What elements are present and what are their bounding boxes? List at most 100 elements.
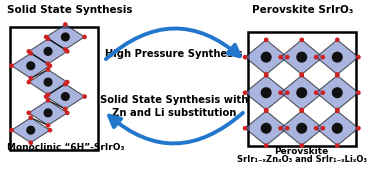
Circle shape <box>336 108 339 112</box>
Circle shape <box>45 95 48 98</box>
Circle shape <box>44 48 52 55</box>
Circle shape <box>297 88 307 97</box>
Circle shape <box>333 123 342 133</box>
Circle shape <box>265 73 268 76</box>
Circle shape <box>261 123 271 133</box>
Circle shape <box>279 127 282 130</box>
Circle shape <box>336 38 339 41</box>
Circle shape <box>336 73 339 76</box>
Circle shape <box>243 127 247 130</box>
Circle shape <box>300 144 304 147</box>
Circle shape <box>46 68 50 71</box>
Circle shape <box>64 48 67 51</box>
Circle shape <box>45 35 48 39</box>
Circle shape <box>336 144 339 147</box>
Bar <box>9 27 98 150</box>
Circle shape <box>336 109 339 113</box>
Text: SrIr₁₋ₓZnₓO₃ and SrIr₁₋ₓLiₓO₃: SrIr₁₋ₓZnₓO₃ and SrIr₁₋ₓLiₓO₃ <box>237 155 367 164</box>
Text: Monoclinic “6H”-SrIrO₃: Monoclinic “6H”-SrIrO₃ <box>7 143 124 152</box>
Circle shape <box>297 123 307 133</box>
Circle shape <box>62 93 69 100</box>
Circle shape <box>333 88 342 97</box>
Text: Solid State Synthesis: Solid State Synthesis <box>7 5 132 15</box>
Polygon shape <box>245 75 287 110</box>
Circle shape <box>321 127 324 130</box>
Circle shape <box>66 80 69 84</box>
Circle shape <box>279 91 282 94</box>
Circle shape <box>300 38 304 41</box>
Circle shape <box>66 50 69 53</box>
Circle shape <box>286 55 289 59</box>
Circle shape <box>286 127 289 130</box>
Polygon shape <box>12 53 50 78</box>
FancyArrowPatch shape <box>109 113 243 143</box>
Circle shape <box>243 55 247 59</box>
Circle shape <box>62 33 69 41</box>
Circle shape <box>286 91 289 94</box>
Circle shape <box>83 95 86 98</box>
Polygon shape <box>316 75 358 110</box>
Circle shape <box>46 37 50 40</box>
Circle shape <box>265 109 268 113</box>
Circle shape <box>83 35 86 39</box>
Circle shape <box>27 80 31 84</box>
Text: Perovskite: Perovskite <box>274 147 329 156</box>
Polygon shape <box>29 70 67 95</box>
Circle shape <box>357 91 360 94</box>
Circle shape <box>48 64 52 67</box>
Circle shape <box>321 55 324 59</box>
Text: Perovskite SrIrO₃: Perovskite SrIrO₃ <box>252 5 353 15</box>
Circle shape <box>10 64 13 67</box>
Circle shape <box>48 129 52 132</box>
Circle shape <box>300 109 304 113</box>
Circle shape <box>265 108 268 112</box>
Circle shape <box>265 144 268 147</box>
Circle shape <box>27 111 31 115</box>
Polygon shape <box>29 39 67 64</box>
Circle shape <box>29 116 33 119</box>
Polygon shape <box>316 111 358 146</box>
Circle shape <box>27 62 35 70</box>
Circle shape <box>27 50 31 53</box>
Polygon shape <box>280 75 323 110</box>
Circle shape <box>64 82 67 86</box>
Circle shape <box>261 52 271 62</box>
Circle shape <box>357 127 360 130</box>
Polygon shape <box>46 84 85 109</box>
Text: High Pressure Synthesis: High Pressure Synthesis <box>105 49 243 59</box>
Circle shape <box>321 91 324 94</box>
Circle shape <box>64 107 67 111</box>
Polygon shape <box>245 40 287 74</box>
Circle shape <box>265 38 268 41</box>
Circle shape <box>29 141 33 144</box>
Circle shape <box>265 74 268 77</box>
Circle shape <box>27 126 35 134</box>
Polygon shape <box>316 40 358 74</box>
Circle shape <box>314 55 318 59</box>
Circle shape <box>44 78 52 86</box>
Circle shape <box>29 52 33 55</box>
Circle shape <box>279 55 282 59</box>
Circle shape <box>261 88 271 97</box>
Circle shape <box>46 62 50 65</box>
Circle shape <box>64 23 67 26</box>
Circle shape <box>300 108 304 112</box>
FancyArrowPatch shape <box>106 28 240 59</box>
Circle shape <box>336 74 339 77</box>
Polygon shape <box>280 111 323 146</box>
Circle shape <box>300 74 304 77</box>
Circle shape <box>300 73 304 76</box>
Circle shape <box>10 129 13 132</box>
Circle shape <box>44 109 52 117</box>
Polygon shape <box>12 118 50 143</box>
Circle shape <box>46 99 50 102</box>
Polygon shape <box>46 24 85 49</box>
Circle shape <box>29 77 33 80</box>
Circle shape <box>297 52 307 62</box>
Bar <box>248 32 356 146</box>
Polygon shape <box>245 111 287 146</box>
Circle shape <box>314 127 318 130</box>
Circle shape <box>243 91 247 94</box>
Circle shape <box>66 111 69 115</box>
Circle shape <box>314 91 318 94</box>
